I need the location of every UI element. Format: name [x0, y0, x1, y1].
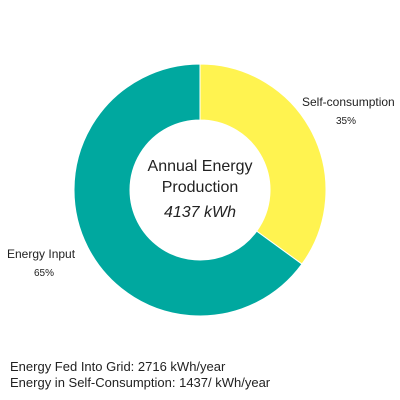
- center-total-value: 4137 kWh: [163, 204, 237, 221]
- donut-slice-self-consumption: [199, 63, 327, 265]
- footer-energy-self-consumption: Energy in Self-Consumption: 1437/ kWh/ye…: [10, 375, 271, 390]
- donut-slice-energy-input: [73, 63, 303, 317]
- slice-label-energy-input: Energy Input: [7, 247, 76, 261]
- footer-energy-fed-into-grid: Energy Fed Into Grid: 2716 kWh/year: [10, 359, 226, 374]
- center-title-line-2: Production: [161, 179, 239, 196]
- slice-label-self-consumption: Self-consumption: [302, 95, 395, 109]
- slice-percent-energy-input: 65%: [34, 268, 55, 279]
- center-title-line-1: Annual Energy: [147, 158, 253, 175]
- slice-percent-self-consumption: 35%: [336, 116, 357, 127]
